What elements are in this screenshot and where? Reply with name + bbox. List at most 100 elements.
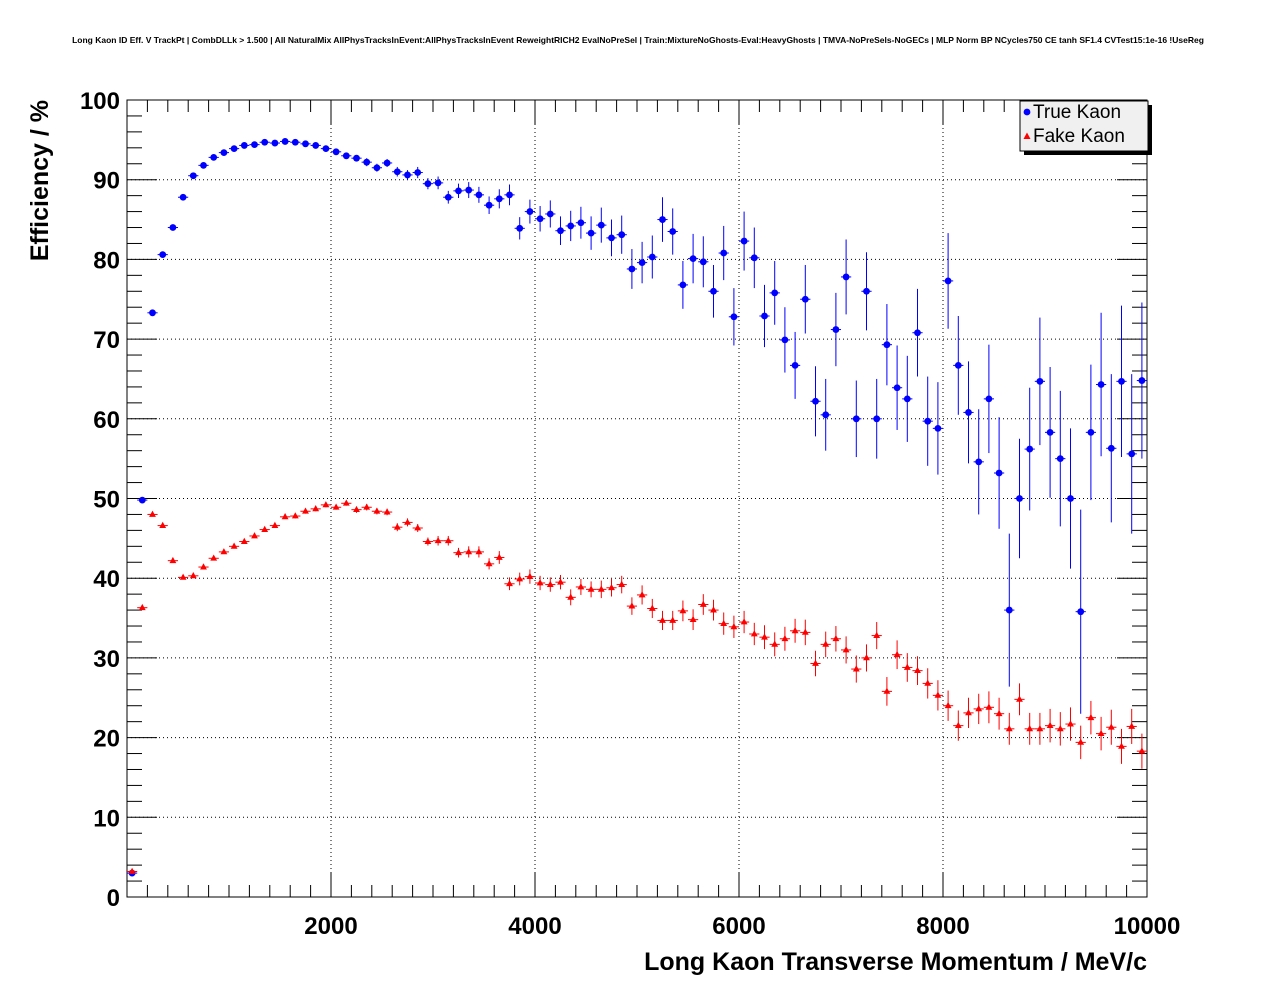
x-tick-label: 2000 [304, 913, 357, 940]
marker-triangle [628, 602, 636, 609]
data-point-true-kaon [473, 186, 484, 203]
data-point-fake-kaon [361, 503, 372, 511]
marker-triangle [169, 556, 177, 564]
marker-circle [383, 159, 391, 167]
marker-triangle [1016, 695, 1023, 702]
data-point-true-kaon [361, 158, 372, 167]
data-point-true-kaon [943, 233, 954, 329]
marker-circle [1005, 606, 1013, 614]
marker-triangle [822, 640, 830, 647]
marker-circle [771, 289, 779, 297]
marker-circle [1128, 450, 1136, 458]
marker-circle [353, 154, 360, 162]
marker-triangle [455, 548, 462, 556]
marker-circle [924, 417, 932, 425]
marker-circle [291, 138, 299, 146]
marker-circle [169, 224, 177, 231]
data-point-true-kaon [412, 166, 423, 179]
marker-circle [975, 458, 983, 466]
data-point-fake-kaon [157, 521, 168, 528]
data-point-true-kaon [484, 196, 495, 214]
marker-triangle [1107, 723, 1115, 730]
data-point-fake-kaon [739, 610, 750, 634]
marker-circle [138, 496, 146, 504]
y-tick-label: 20 [93, 726, 120, 753]
marker-circle [302, 140, 309, 148]
marker-circle [546, 210, 554, 218]
marker-circle [903, 395, 911, 403]
data-point-fake-kaon [1085, 700, 1096, 735]
marker-triangle [200, 563, 207, 570]
marker-circle [495, 195, 503, 203]
data-point-fake-kaon [443, 535, 454, 546]
data-point-fake-kaon [382, 508, 393, 516]
marker-triangle [995, 709, 1003, 717]
marker-circle [730, 313, 738, 321]
x-tick-label: 4000 [508, 913, 561, 940]
data-point-true-kaon [1085, 364, 1096, 501]
marker-circle [516, 224, 524, 232]
marker-circle [608, 234, 615, 242]
marker-triangle [924, 679, 932, 686]
marker-triangle [1067, 720, 1074, 727]
marker-triangle [985, 703, 993, 710]
marker-circle [189, 172, 197, 180]
x-tick-label: 6000 [712, 913, 765, 940]
data-point-fake-kaon [229, 542, 240, 549]
data-point-true-kaon [912, 288, 923, 377]
y-tick-labels: 0 10 20 30 40 50 60 70 80 90 100 [80, 88, 120, 912]
marker-triangle [638, 591, 646, 598]
y-tick-label: 40 [93, 566, 120, 593]
data-point-true-kaon [198, 161, 209, 169]
marker-triangle [1026, 725, 1034, 732]
marker-triangle [495, 553, 503, 560]
marker-circle [373, 164, 381, 172]
marker-triangle [526, 572, 534, 580]
marker-circle [659, 216, 666, 223]
data-point-fake-kaon [861, 644, 872, 672]
marker-triangle [1056, 725, 1064, 732]
marker-triangle [271, 521, 279, 528]
data-point-true-kaon [1004, 533, 1015, 687]
marker-triangle [689, 615, 697, 623]
data-point-fake-kaon [412, 524, 423, 532]
data-point-true-kaon [606, 219, 617, 257]
data-point-fake-kaon [208, 554, 219, 561]
data-point-true-kaon [565, 210, 576, 242]
marker-circle [332, 148, 340, 156]
data-point-fake-kaon [463, 546, 474, 558]
marker-triangle [291, 512, 299, 519]
data-point-fake-kaon [769, 632, 780, 657]
marker-circle [434, 179, 442, 187]
marker-circle [1016, 495, 1023, 502]
marker-triangle [801, 628, 809, 635]
data-point-true-kaon [708, 264, 719, 318]
marker-triangle [587, 585, 595, 592]
marker-circle [404, 171, 411, 179]
y-tick-label: 70 [93, 327, 120, 354]
data-point-fake-kaon [555, 575, 566, 590]
data-point-fake-kaon [657, 610, 668, 631]
data-point-fake-kaon [473, 546, 484, 558]
data-point-fake-kaon [1004, 712, 1015, 745]
data-point-true-kaon [871, 378, 882, 459]
marker-triangle [730, 623, 738, 630]
data-point-true-kaon [820, 378, 831, 451]
data-point-fake-kaon [290, 512, 301, 519]
data-point-true-kaon [535, 206, 546, 232]
marker-triangle [373, 507, 381, 514]
marker-circle [934, 424, 942, 432]
data-point-true-kaon [596, 207, 607, 243]
data-point-true-kaon [249, 141, 260, 149]
marker-triangle [189, 572, 197, 579]
data-point-fake-kaon [943, 690, 954, 721]
marker-circle [954, 362, 962, 369]
legend-marker-fake-kaon [1023, 132, 1031, 139]
data-point-true-kaon [575, 206, 586, 239]
marker-triangle [251, 532, 258, 539]
marker-triangle [393, 523, 401, 530]
marker-triangle [954, 721, 962, 729]
y-tick-label: 10 [93, 805, 120, 832]
data-point-fake-kaon [351, 505, 362, 513]
data-point-fake-kaon [1126, 708, 1137, 744]
